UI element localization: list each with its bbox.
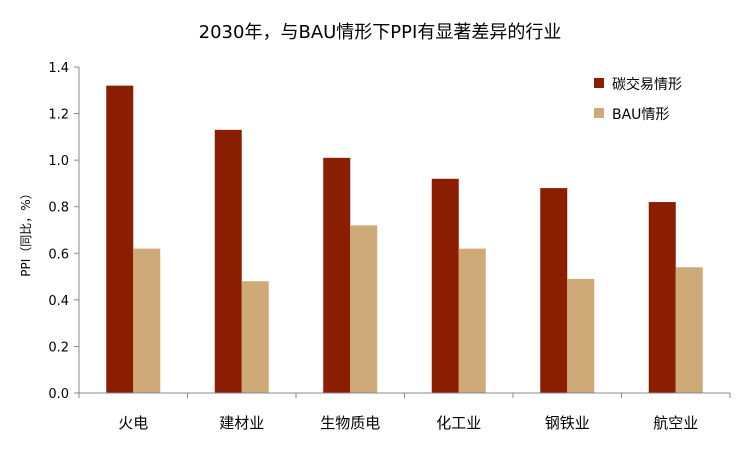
x-category-label: 航空业	[653, 414, 698, 432]
bar-carbon-trading	[106, 85, 134, 393]
y-axis: 0.0 0.2 0.4 0.6 0.8 1.0 1.2 1.4	[48, 61, 80, 402]
bar-bau	[675, 267, 703, 393]
y-tick-label: 0.0	[48, 387, 69, 402]
x-category-label: 生物质电	[320, 414, 380, 432]
bar-bau	[133, 248, 161, 393]
x-category-label: 化工业	[436, 414, 481, 432]
bar-carbon-trading	[323, 157, 351, 393]
bar-carbon-trading	[540, 188, 568, 393]
x-category-label: 钢铁业	[545, 414, 590, 432]
bar-bau	[350, 225, 378, 393]
bar-carbon-trading	[214, 129, 242, 393]
x-category-label: 火电	[118, 414, 148, 432]
x-axis: 火电 建材业 生物质电 化工业 钢铁业 航空业	[78, 392, 731, 432]
x-category-label: 建材业	[219, 414, 264, 432]
bar-carbon-trading	[431, 178, 459, 393]
bar-bau	[458, 248, 486, 393]
bar-bau	[567, 278, 595, 393]
legend-label-bau: BAU情形	[612, 107, 669, 123]
y-tick-label: 0.4	[48, 294, 69, 309]
legend: 碳交易情形 BAU情形	[594, 76, 682, 123]
y-tick-label: 0.8	[48, 201, 69, 216]
bar-bau	[241, 281, 269, 393]
legend-label-carbon-trading: 碳交易情形	[612, 76, 682, 93]
chart-title: 2030年，与BAU情形下PPI有显著差异的行业	[199, 22, 562, 43]
y-tick-label: 0.2	[48, 340, 69, 355]
legend-swatch-bau	[594, 108, 604, 118]
y-tick-label: 1.2	[48, 108, 69, 123]
y-axis-label: PPI（同比，%）	[19, 187, 33, 276]
y-tick-label: 1.4	[48, 61, 69, 76]
bars-group	[106, 85, 703, 393]
bar-carbon-trading	[648, 202, 676, 393]
y-tick-label: 1.0	[48, 154, 69, 169]
legend-swatch-carbon-trading	[594, 78, 604, 88]
y-tick-label: 0.6	[48, 247, 69, 262]
